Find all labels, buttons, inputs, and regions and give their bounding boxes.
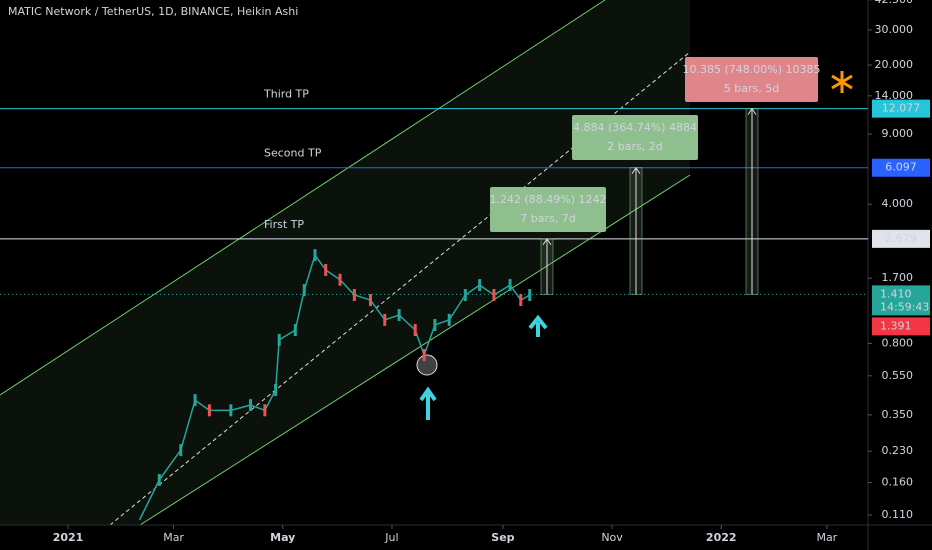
measure-subtext: 2 bars, 2d xyxy=(607,140,662,153)
x-tick-label: May xyxy=(270,531,295,544)
axis-price-box xyxy=(872,158,930,177)
measure-subtext: 5 bars, 5d xyxy=(724,82,779,95)
axis-price-label: 6.097 xyxy=(885,161,917,174)
up-arrow xyxy=(419,386,437,420)
asterisk xyxy=(831,71,853,93)
axis-price-label: 1.391 xyxy=(880,319,912,332)
x-tick-label: 2021 xyxy=(53,531,84,544)
target-name: Second TP xyxy=(264,147,322,160)
up-arrow xyxy=(528,314,548,337)
measure-text: 10.385 (748.00%) 10385 xyxy=(683,63,821,76)
measure-text: 4.884 (364.74%) 4884 xyxy=(573,121,697,134)
y-tick-label: 42.500 xyxy=(875,0,914,6)
channel-lower xyxy=(139,174,691,526)
measure-arrow xyxy=(542,237,552,295)
y-tick-label: 9.000 xyxy=(882,127,914,140)
y-tick-label: 14.000 xyxy=(875,89,914,102)
y-tick-label: 0.800 xyxy=(882,336,914,349)
x-tick-label: Mar xyxy=(816,531,837,544)
axis-price-box xyxy=(872,285,930,316)
highlight-circle xyxy=(416,354,438,376)
y-tick-label: 0.230 xyxy=(882,444,914,457)
chart-title: MATIC Network / TetherUS, 1D, BINANCE, H… xyxy=(8,5,298,18)
y-tick-label: 1.700 xyxy=(882,271,914,284)
y-tick-label: 0.110 xyxy=(882,508,914,521)
measure-box xyxy=(490,187,606,232)
y-tick-label: 30.000 xyxy=(875,23,914,36)
y-tick-label: 0.550 xyxy=(882,369,914,382)
x-tick-label: Mar xyxy=(163,531,184,544)
axis-price-label: 2.679 xyxy=(885,232,917,245)
axis-price-box xyxy=(872,317,930,336)
measure-arrow xyxy=(747,107,757,295)
axis-price-box xyxy=(872,99,930,118)
axis-price-box xyxy=(872,229,930,248)
measure-subtext: 7 bars, 7d xyxy=(520,212,575,225)
countdown: 14:59:43 xyxy=(880,300,929,313)
y-tick-label: 4.000 xyxy=(882,197,914,210)
y-tick-label: 0.160 xyxy=(882,476,914,489)
x-tick-label: Sep xyxy=(491,531,514,544)
measure-arrow xyxy=(631,166,641,295)
measure-box xyxy=(572,115,698,160)
axis-price-label: 12.077 xyxy=(882,102,921,115)
x-tick-label: Nov xyxy=(601,531,623,544)
x-tick-label: Jul xyxy=(384,531,398,544)
channel-upper xyxy=(0,0,606,396)
channel-fill xyxy=(0,0,690,525)
x-tick-label: 2022 xyxy=(706,531,737,544)
target-name: First TP xyxy=(264,218,304,231)
measure-text: 1.242 (88.49%) 1242 xyxy=(489,193,606,206)
target-name: Third TP xyxy=(263,88,309,101)
measure-box xyxy=(685,57,818,102)
axis-price-label: 1.410 xyxy=(880,287,912,300)
y-tick-label: 20.000 xyxy=(875,58,914,71)
y-tick-label: 0.350 xyxy=(882,408,914,421)
